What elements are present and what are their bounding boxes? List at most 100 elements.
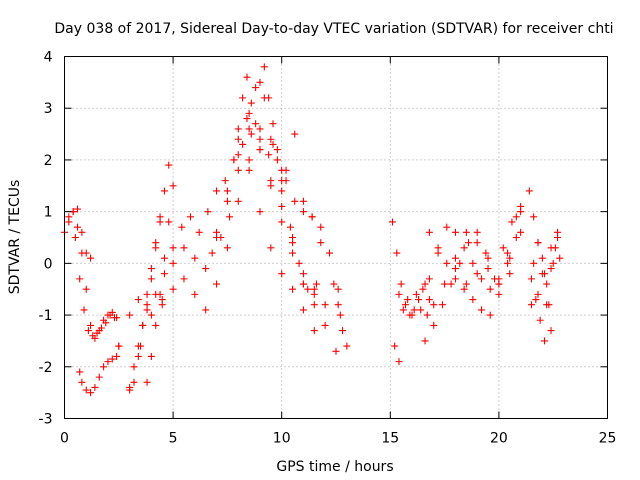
data-point [321,321,329,329]
series-sat-n [245,166,318,335]
data-point [310,301,318,309]
data-point [397,280,405,288]
data-point [130,378,138,386]
data-point [399,306,407,314]
x-tick-label: 15 [381,431,399,447]
data-point [234,151,242,159]
data-point [278,187,286,195]
data-point [239,94,247,102]
data-point [310,290,318,298]
data-point [527,275,535,283]
data-point [551,244,559,252]
data-point [239,140,247,148]
data-point [321,301,329,309]
data-point [278,202,286,210]
data-point [415,296,423,304]
data-point [71,234,79,241]
data-point [425,296,433,304]
data-point [473,239,481,247]
data-point [82,285,90,293]
data-point [478,306,486,314]
data-point [499,244,507,252]
data-point [299,306,307,314]
data-point [525,187,533,195]
data-point [243,115,251,123]
data-point [115,342,123,350]
data-point [402,301,410,309]
data-point [213,228,221,236]
data-point [343,342,351,350]
data-point [339,327,347,335]
data-point [143,306,151,314]
data-point [441,280,449,288]
data-point [223,244,231,252]
data-point [304,285,312,293]
data-point [289,249,297,257]
data-point [78,228,86,236]
data-point [430,321,438,329]
data-point [230,156,238,164]
y-tick-label: -1 [39,308,53,324]
data-point [137,342,145,350]
series-sat-a [61,208,121,342]
data-point [180,275,188,283]
data-point [541,337,549,345]
data-point [134,296,142,304]
y-tick-label: 3 [44,101,53,117]
data-point [106,311,114,319]
data-point [495,290,503,298]
data-point [89,332,97,340]
data-point [234,125,242,133]
data-point [195,228,203,236]
y-tick-label: -3 [39,412,53,428]
data-point [530,213,538,221]
data-point [473,228,481,236]
data-point [234,197,242,205]
x-tick-label: 20 [490,431,508,447]
data-point [330,280,338,288]
data-point [282,166,290,174]
data-point [484,265,492,273]
data-point [410,306,418,314]
series-sat-r [395,280,433,319]
data-point [473,270,481,278]
data-point [273,146,281,154]
series-sat-h [126,130,325,319]
x-tick-label: 0 [60,431,69,447]
data-point [252,84,260,92]
data-point [541,270,549,278]
data-point [202,265,210,273]
data-point [245,109,253,117]
data-point [269,140,277,148]
data-point [310,327,318,335]
data-point [517,208,525,216]
data-point [126,311,134,319]
data-point [530,259,538,267]
y-tick-label: 1 [44,205,53,221]
series-sat-z [527,234,562,309]
data-point [504,249,512,257]
data-point [169,182,177,190]
data-point [532,296,540,304]
axis-ticks: 0 5 10 15 20 25 -3 -2 -1 0 1 2 3 4 [39,50,617,447]
data-point [388,218,396,226]
data-point [169,244,177,252]
series-sat-q [388,218,431,366]
data-point [408,311,416,319]
data-point [517,228,525,236]
data-point [247,130,255,138]
data-point [223,187,231,195]
x-tick-label: 10 [273,431,291,447]
data-point [547,265,555,273]
series-sat-k [208,84,320,293]
data-point [312,280,320,288]
y-axis-title: SDTVAR / TECUs [7,180,23,295]
data-point [527,301,535,309]
data-point [265,94,273,102]
grid [64,56,608,419]
series-sat-x [525,187,555,335]
y-tick-label: 0 [44,256,53,272]
series-sat-o [282,130,342,293]
data-point [143,290,151,298]
